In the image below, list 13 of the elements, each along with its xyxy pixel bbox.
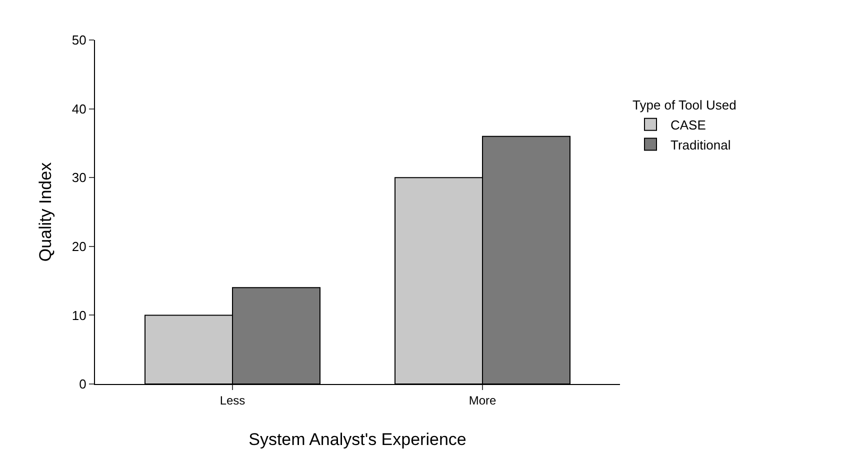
y-tick-label: 30: [72, 170, 86, 186]
y-tick-label: 10: [72, 308, 86, 323]
legend-label: CASE: [670, 117, 706, 132]
y-axis-title: Quality Index: [36, 162, 55, 262]
x-tick-label: More: [468, 393, 496, 408]
y-tick-label: 20: [72, 238, 86, 254]
y-tick-label: 50: [72, 32, 86, 48]
x-axis-title: System Analyst's Experience: [248, 430, 466, 449]
legend-title: Type of Tool Used: [632, 97, 736, 112]
x-tick-label: Less: [220, 393, 246, 408]
y-tick-label: 0: [79, 376, 86, 392]
y-tick-label: 40: [72, 101, 86, 116]
legend-label: Traditional: [670, 137, 731, 152]
